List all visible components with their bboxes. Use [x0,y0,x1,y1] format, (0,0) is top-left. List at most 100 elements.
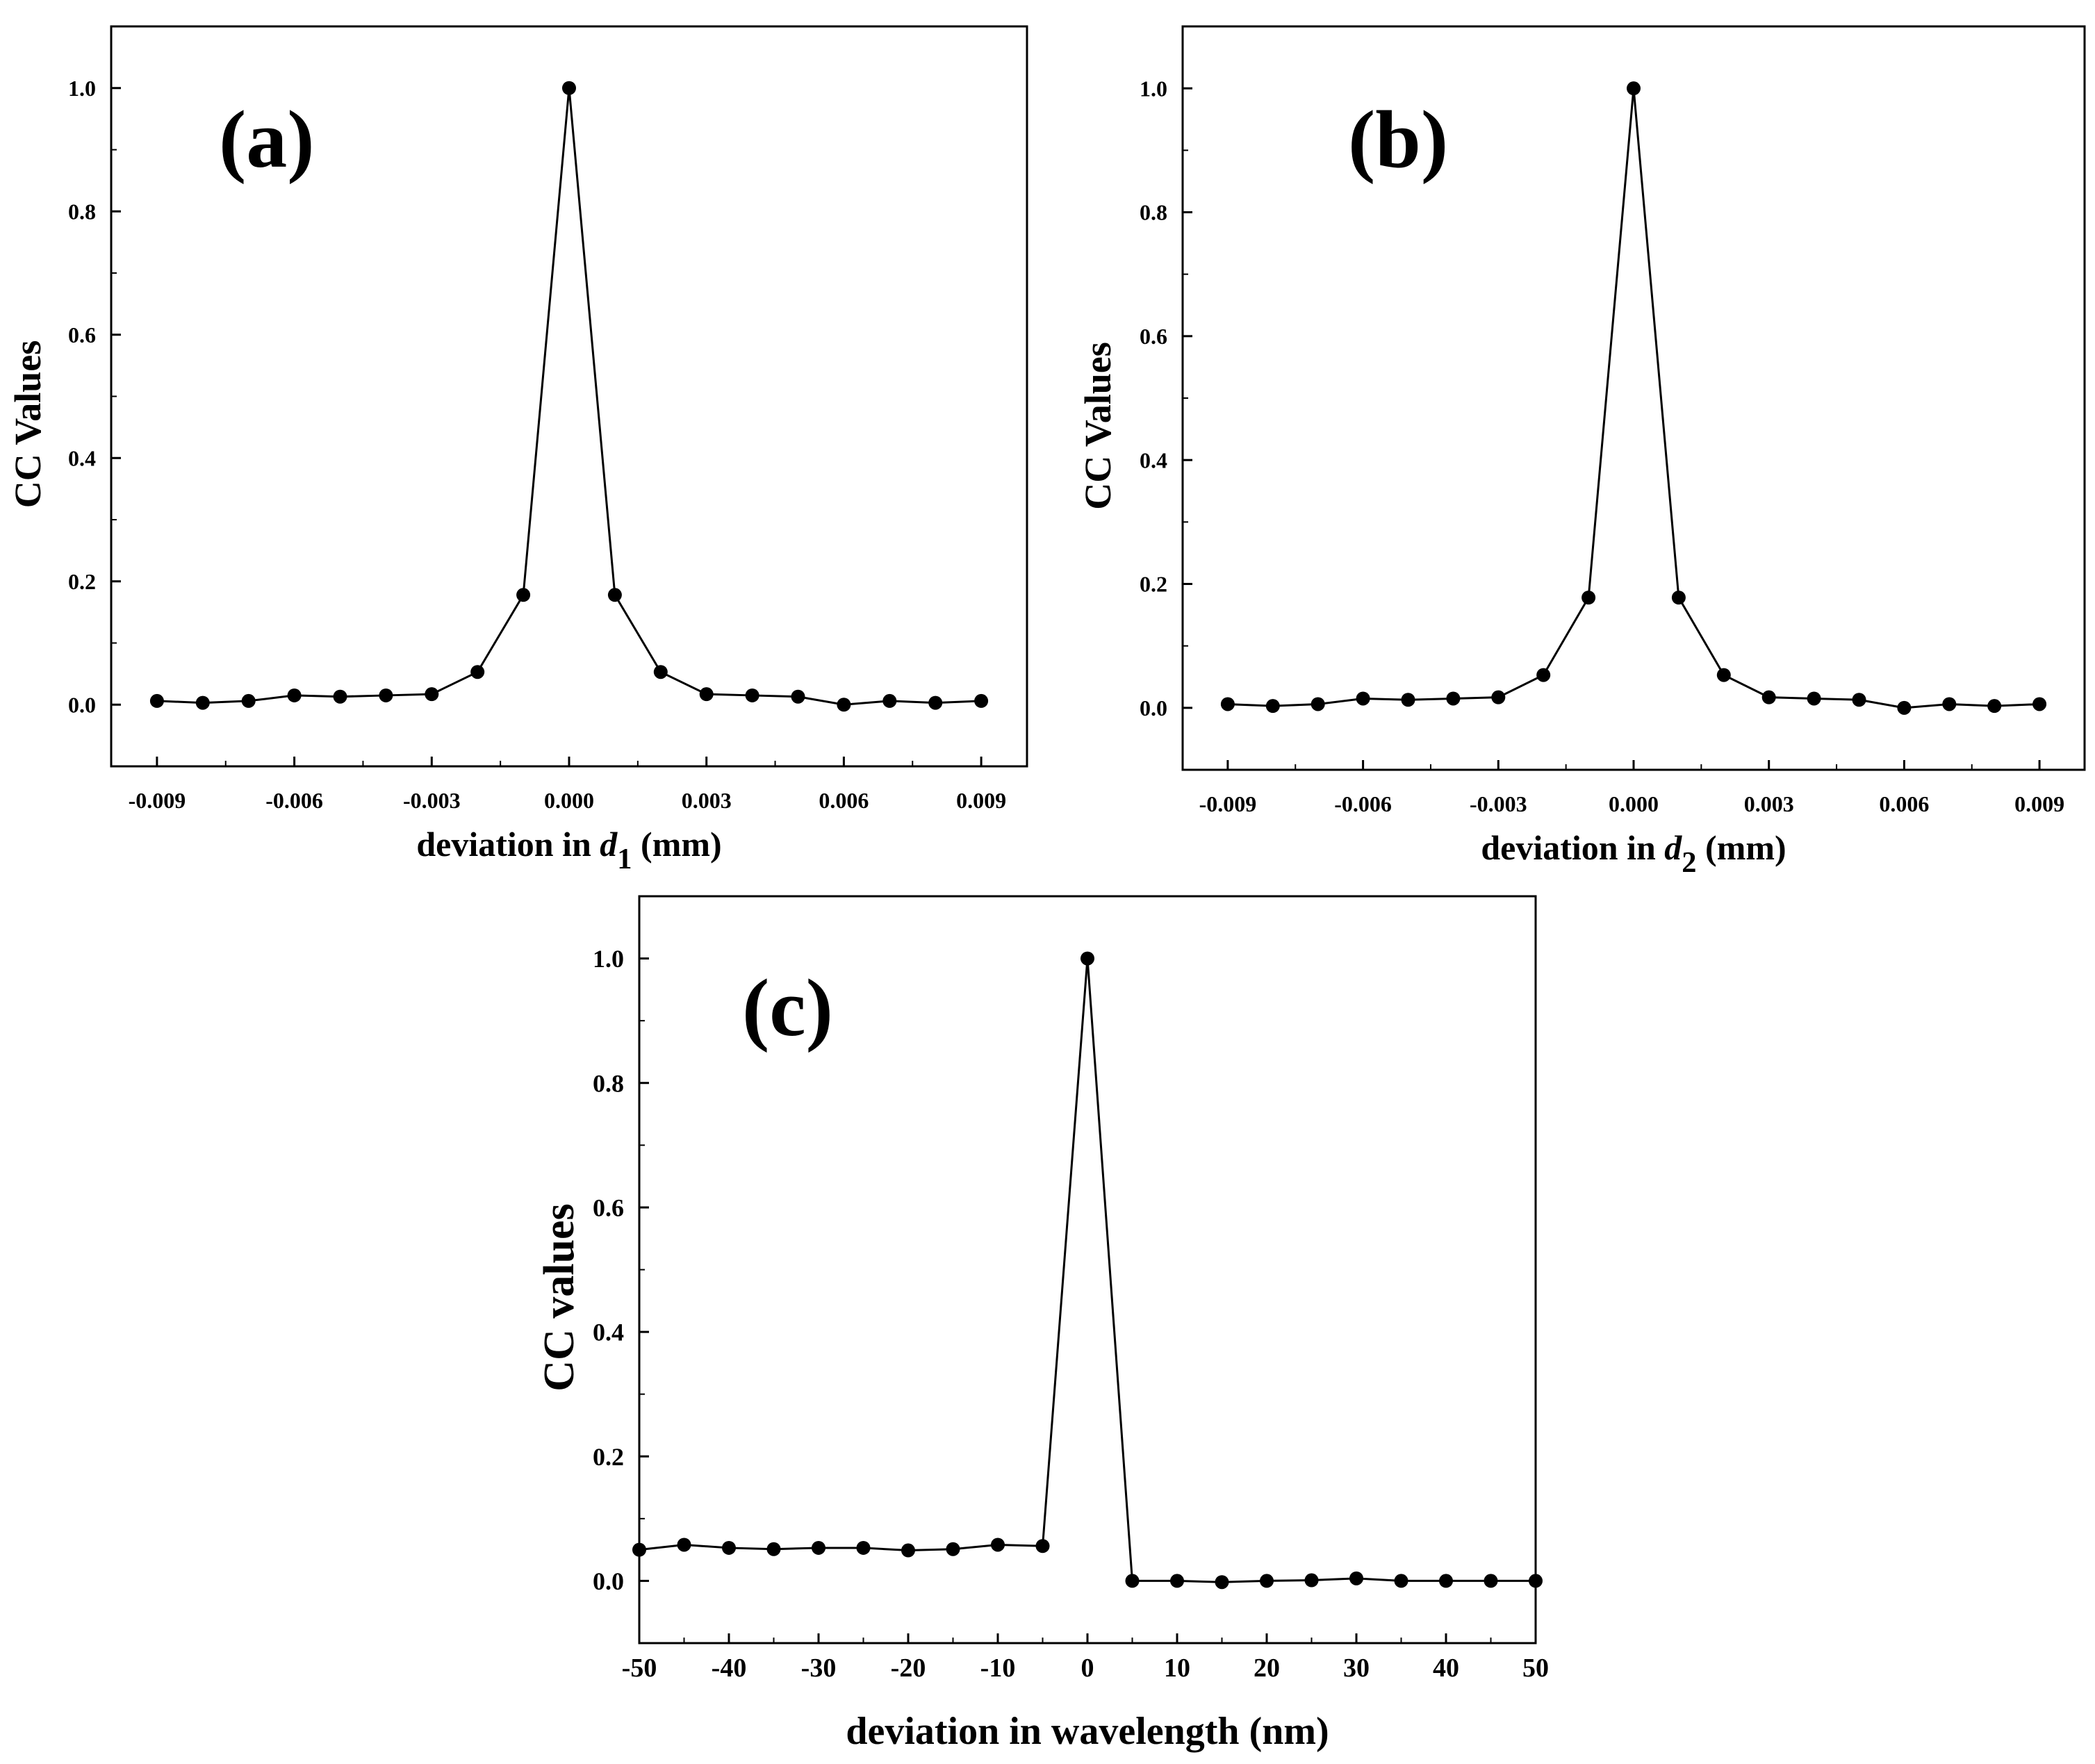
y-tick-label: 0.2 [68,569,96,594]
data-point [1304,1573,1319,1588]
data-point [745,688,759,702]
x-axis-label-variable: d [600,825,618,864]
y-tick-label: 0.4 [593,1319,624,1346]
y-tick-label: 0.0 [593,1567,624,1595]
data-point [1401,693,1415,707]
data-point [1215,1575,1229,1590]
data-point [1356,691,1370,706]
data-point [856,1540,871,1555]
data-point [1536,668,1551,682]
y-tick-label: 1.0 [593,945,624,973]
data-point [1627,81,1641,96]
data-point [766,1542,781,1556]
x-axis-label-variable: d [1664,828,1682,867]
x-tick-label: 0.006 [1879,791,1929,816]
panel-c: 0.0 0.2 0.4 0.6 0.8 1.0 -50 -40 -30 -20 -10 0 10 20 30… [536,895,1549,1753]
data-point [1529,1574,1543,1588]
y-tick-label: 0.6 [1140,324,1167,349]
data-point [1220,697,1235,711]
data-point [1439,1574,1453,1588]
x-tick-label: 40 [1433,1654,1459,1683]
data-point [470,665,485,679]
x-tick-label: 0.000 [1609,791,1659,816]
x-tick-label: -10 [980,1654,1016,1683]
data-point [333,689,347,704]
y-tick-label: 0.0 [68,692,96,717]
data-point [699,687,714,702]
data-point [195,695,210,710]
x-tick-label: 0.000 [544,788,594,813]
x-tick-label: 0.009 [956,788,1006,813]
x-axis-label: deviation in d2 (mm) [1481,828,1786,879]
y-tick-label: 0.4 [68,445,96,470]
data-point [425,687,439,702]
x-tick-label: -0.003 [403,788,461,813]
data-point [974,693,989,708]
x-axis-label-prefix: deviation in wavelength (nm) [846,1710,1329,1753]
y-tick-label: 0.8 [1140,200,1167,225]
data-point [677,1538,691,1552]
data-point [1987,699,2002,714]
data-point [991,1538,1005,1552]
data-point [722,1540,736,1555]
data-point [1852,693,1866,707]
x-tick-label: -0.006 [265,788,323,813]
y-tick-label: 0.6 [593,1194,624,1222]
data-point [287,688,302,702]
data-point [1807,691,1821,706]
y-tick-label: 0.0 [1140,695,1167,720]
x-axis-label-prefix: deviation in [1481,828,1664,867]
data-point [241,693,256,708]
data-point [2032,697,2047,711]
x-tick-label: 0 [1081,1654,1094,1683]
data-point [791,689,805,704]
x-tick-label: 50 [1522,1654,1549,1683]
y-tick-label: 1.0 [68,76,96,101]
data-point [1491,690,1506,704]
data-point [1716,668,1731,682]
data-point [1394,1574,1408,1588]
data-point [1349,1571,1363,1585]
data-point [1081,951,1094,966]
data-point [1942,697,1957,711]
x-tick-label: 0.003 [1744,791,1794,816]
x-tick-label: -30 [801,1654,837,1683]
data-point [607,588,622,602]
x-tick-label: -20 [891,1654,926,1683]
panel-a: 0.0 0.2 0.4 0.6 0.8 1.0 -0.009 -0.006 -0.003 0.00… [7,25,1028,875]
y-axis-label: CC values [536,1203,583,1391]
plot-frame [1181,25,2086,771]
x-tick-label: 10 [1164,1654,1190,1683]
x-tick-label: 0.003 [682,788,732,813]
y-tick-label: 0.8 [68,199,96,224]
data-point [1170,1574,1184,1588]
x-tick-label: 20 [1254,1654,1280,1683]
x-axis-label-subscript: 2 [1682,846,1696,879]
y-tick-label: 0.2 [1140,572,1167,597]
panel-label: (a) [219,94,315,185]
y-tick-label: 1.0 [1140,76,1167,101]
y-axis-label: CC Values [1077,342,1119,510]
data-point [1446,691,1461,706]
x-axis-label: deviation in wavelength (nm) [846,1710,1329,1753]
data-point [946,1542,960,1556]
x-tick-label: -0.003 [1470,791,1527,816]
data-point [1761,690,1776,704]
y-tick-label: 0.8 [593,1069,624,1097]
data-point [1311,697,1325,711]
data-point [1035,1539,1050,1553]
x-axis-label: deviation in d1 (mm) [416,825,721,875]
x-axis-label-suffix: (mm) [632,825,722,864]
data-point [901,1543,915,1558]
x-tick-label: -50 [622,1654,657,1683]
y-tick-label: 0.6 [68,322,96,347]
y-axis-label: CC Values [7,340,49,509]
data-point [1581,591,1596,605]
data-point [1484,1574,1498,1588]
y-tick-label: 0.4 [1140,447,1167,472]
data-point [1125,1574,1140,1588]
data-point [837,698,851,712]
data-point [1260,1574,1274,1588]
data-point [812,1540,825,1555]
